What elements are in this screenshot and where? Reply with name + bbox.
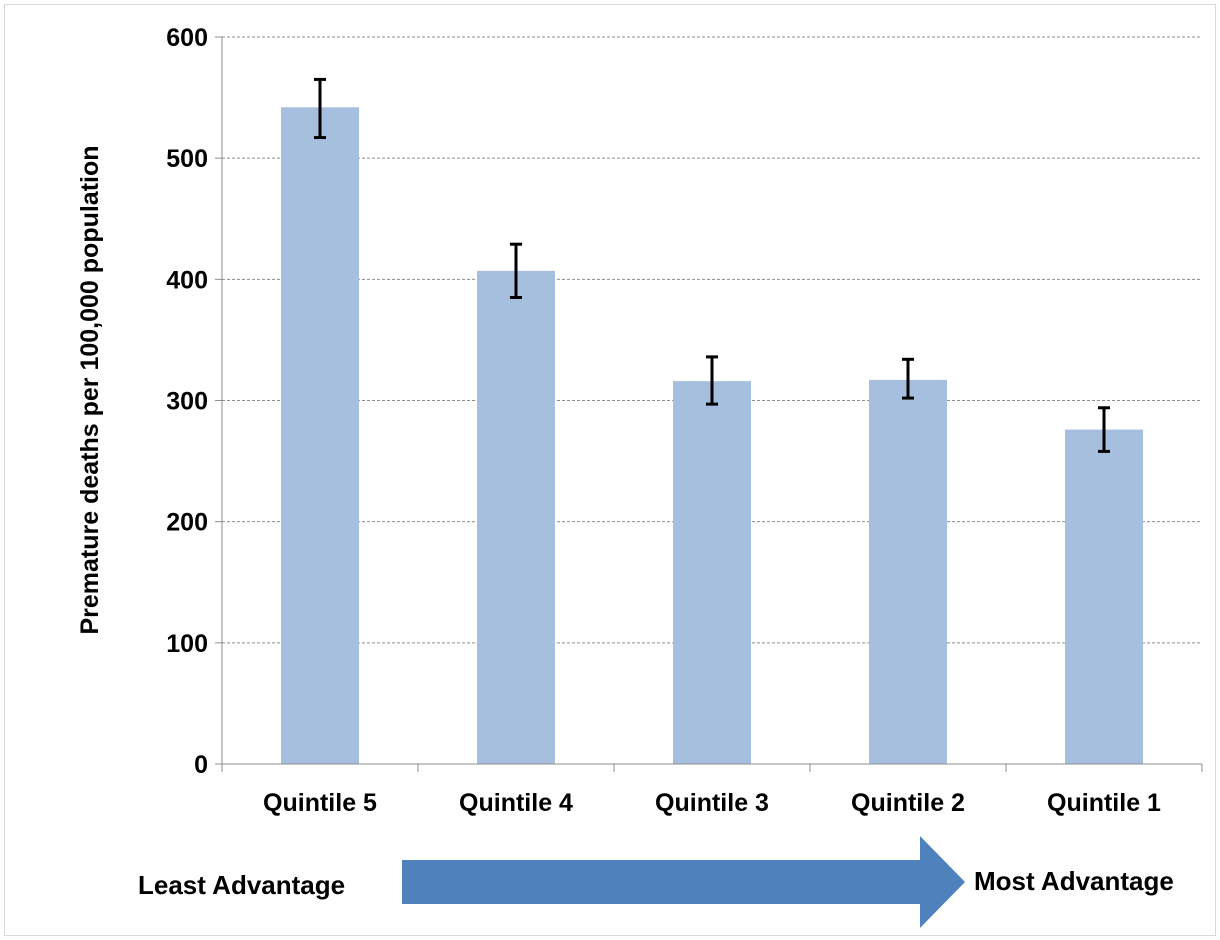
y-tick-label-6: 600 <box>166 24 208 52</box>
error-bar-3 <box>706 355 718 406</box>
error-bars <box>314 77 1110 453</box>
x-tick-label-3: Quintile 3 <box>655 789 769 817</box>
bars <box>281 107 1143 764</box>
y-axis-label: Premature deaths per 100,000 population <box>76 145 104 634</box>
bar-3 <box>673 381 751 764</box>
error-bar-1 <box>314 77 326 140</box>
most-advantage-label: Most Advantage <box>974 866 1174 896</box>
least-advantage-label: Least Advantage <box>138 870 345 900</box>
bar-5 <box>1065 429 1143 764</box>
bar-2 <box>477 270 555 764</box>
y-tick-label-0: 0 <box>194 751 208 779</box>
error-bar-2 <box>510 242 522 300</box>
x-tick-labels: Quintile 5 Quintile 4 Quintile 3 Quintile 2… <box>221 764 1203 817</box>
y-tick-label-5: 500 <box>166 145 208 173</box>
x-tick-label-4: Quintile 2 <box>851 789 965 817</box>
x-tick-label-1: Quintile 5 <box>263 789 377 817</box>
advantage-arrow <box>402 836 965 928</box>
y-tick-labels: 0 100 200 300 400 500 600 <box>166 24 222 779</box>
y-tick-label-3: 300 <box>166 388 208 416</box>
bar-1 <box>281 107 359 764</box>
y-tick-label-1: 100 <box>166 630 208 658</box>
error-bar-4 <box>902 357 914 400</box>
x-axis <box>221 37 1202 765</box>
x-tick-label-2: Quintile 4 <box>459 789 573 817</box>
bar-4 <box>869 379 947 764</box>
y-tick-label-2: 200 <box>166 509 208 537</box>
chart-frame <box>4 4 1216 936</box>
error-bar-5 <box>1098 406 1110 453</box>
x-tick-label-5: Quintile 1 <box>1047 789 1161 817</box>
y-tick-label-4: 400 <box>166 266 208 294</box>
advantage-arrow-annotation: Least Advantage Most Advantage <box>138 836 1174 928</box>
